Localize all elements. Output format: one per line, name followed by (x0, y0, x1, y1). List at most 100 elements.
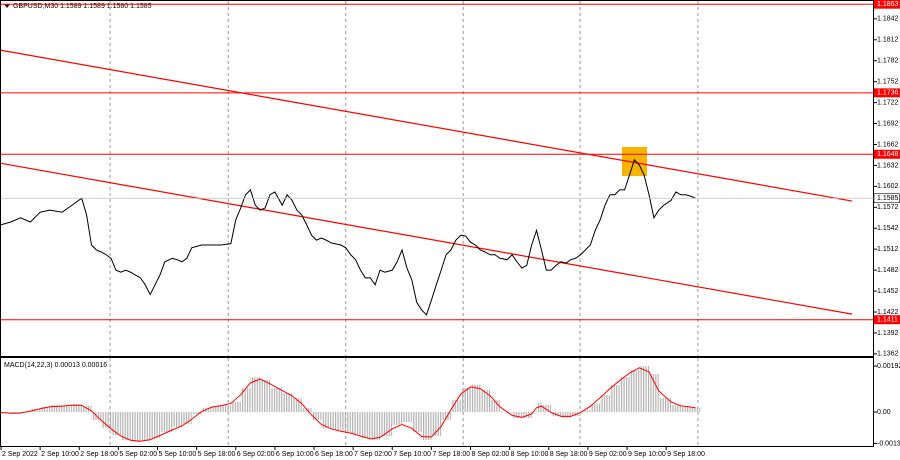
signal-line (0, 367, 696, 442)
macd-bar (331, 412, 341, 431)
macd-bar (282, 393, 292, 413)
macd-bar (671, 405, 681, 413)
macd-bar (71, 404, 82, 413)
macd-bar (499, 412, 513, 413)
macd-bar (649, 373, 659, 413)
x-tick-label: 2 Sep 10:00 (41, 451, 79, 458)
macd-bar (536, 402, 542, 413)
x-tick-label: 8 Sep 10:00 (511, 451, 549, 458)
macd-bar (480, 390, 491, 413)
macd-bar (609, 385, 620, 413)
macd-bar (531, 412, 537, 413)
level-label: 1.1736 (877, 90, 899, 97)
macd-bar (639, 366, 650, 413)
macd-bar (619, 377, 630, 413)
x-tick-label: 9 Sep 10:00 (628, 451, 666, 458)
macd-bar (521, 412, 532, 419)
trend-line (0, 162, 853, 315)
macd-bar (600, 395, 610, 413)
y-tick-label: 1.1542 (877, 225, 899, 232)
macd-bar (269, 388, 283, 413)
macd-bar (658, 398, 672, 413)
x-tick-label: 8 Sep 02:00 (472, 451, 510, 458)
macd-bar (512, 412, 522, 419)
macd-bar (629, 370, 640, 413)
macd-bar (441, 412, 451, 420)
macd-bar (490, 400, 500, 413)
y-tick-label: 1.1782 (877, 58, 899, 65)
macd-bar (590, 404, 601, 413)
y-tick-label: 1.1482 (877, 267, 899, 274)
y-tick-label: -0.00131 (877, 440, 900, 447)
y-tick-label: 1.1452 (877, 288, 899, 295)
macd-bar (250, 377, 261, 413)
macd-bar (181, 412, 192, 425)
macd-bar (680, 407, 691, 413)
macd-bar (260, 379, 270, 413)
macd-bar (211, 406, 222, 413)
macd-bar (695, 407, 701, 413)
y-tick-label: 0.00192 (877, 363, 900, 370)
macd-bar (201, 407, 212, 413)
macd-bar (111, 412, 121, 436)
x-tick-label: 6 Sep 02:00 (237, 451, 275, 458)
y-tick-label: 1.1692 (877, 120, 899, 127)
macd-bar (81, 406, 92, 413)
y-tick-label: 1.1752 (877, 79, 899, 86)
x-tick-label: 8 Sep 18:00 (550, 451, 588, 458)
macd-bar (230, 402, 241, 413)
macd-bar (450, 400, 461, 413)
macd-bar (470, 385, 481, 413)
x-tick-label: 7 Sep 10:00 (393, 451, 431, 458)
macd-bar (541, 405, 552, 413)
x-tick-label: 9 Sep 18:00 (667, 451, 705, 458)
macd-bar (62, 406, 72, 413)
macd-bar (402, 412, 412, 423)
x-tick-label: 6 Sep 18:00 (315, 451, 353, 458)
macd-bar (40, 407, 50, 413)
macd-bar (321, 412, 332, 429)
title-icon (4, 4, 10, 8)
macd-bar (411, 412, 422, 432)
current-price-label: 1.1585 (877, 195, 899, 202)
y-tick-label: 1.1392 (877, 330, 899, 337)
macd-bar (191, 412, 202, 414)
price-title: GBPUSD,M30 1.1589 1.1589 1.1580 1.1585 (13, 3, 152, 10)
level-label: 1.1411 (877, 317, 898, 324)
macd-bar (560, 412, 571, 419)
y-tick-label: 1.1662 (877, 141, 899, 148)
macd-bar (150, 412, 160, 439)
trend-line (0, 49, 853, 202)
macd-bar (460, 388, 471, 413)
macd-bar (380, 412, 393, 436)
x-tick-label: 7 Sep 02:00 (354, 451, 392, 458)
y-tick-label: 1.1812 (877, 37, 899, 44)
macd-bar (130, 412, 141, 442)
x-tick-label: 6 Sep 10:00 (276, 451, 314, 458)
macd-bar (580, 410, 591, 413)
macd-bar (311, 412, 322, 420)
price-line (0, 158, 696, 316)
macd-bar (101, 412, 112, 429)
price-panel (0, 0, 874, 357)
macd-bar (350, 412, 361, 435)
x-tick-label: 7 Sep 18:00 (432, 451, 470, 458)
level-label-box (874, 0, 900, 9)
x-tick-label: 5 Sep 18:00 (198, 451, 236, 458)
y-tick-label: 1.1362 (877, 351, 899, 358)
macd-bar (370, 412, 381, 441)
macd-bar (49, 405, 63, 413)
x-tick-label: 2 Sep 2022 (2, 451, 38, 458)
macd-bar (431, 412, 442, 436)
macd-bar (690, 407, 696, 413)
macd-bar (140, 412, 151, 442)
y-tick-label: 1.1842 (877, 16, 899, 23)
macd-bar (421, 412, 432, 441)
level-label-box (874, 315, 900, 325)
macd-bar (292, 398, 302, 413)
y-tick-label: 1.1512 (877, 246, 899, 253)
x-tick-label: 2 Sep 18:00 (80, 451, 118, 458)
